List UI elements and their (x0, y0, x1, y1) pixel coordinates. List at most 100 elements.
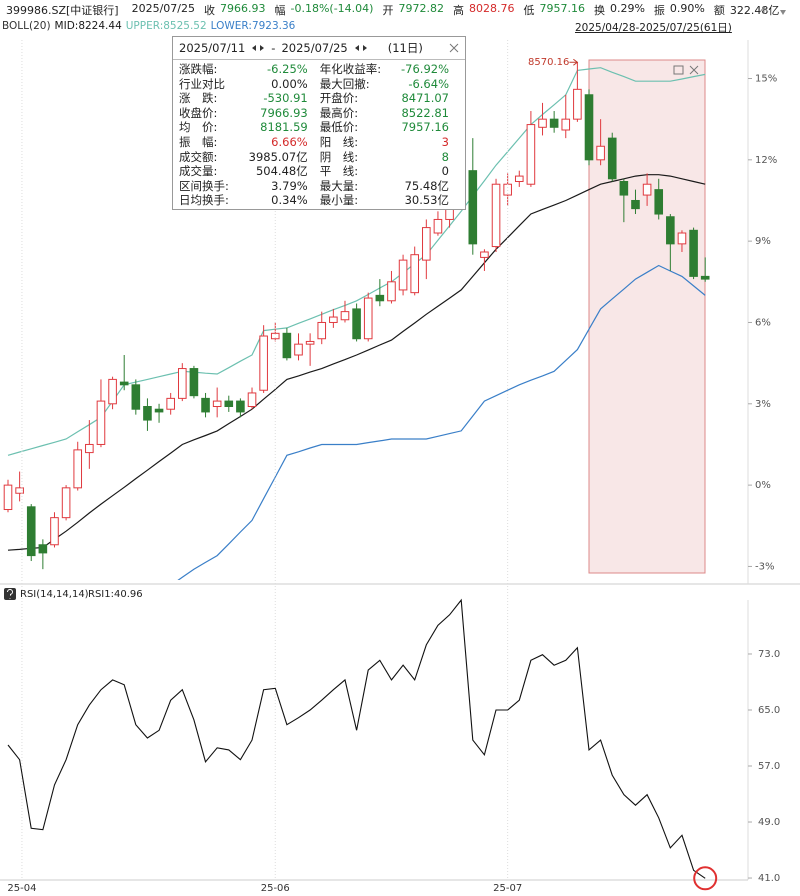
candle-body (573, 88, 582, 120)
candle-body (154, 408, 164, 413)
field-label: 低 (523, 4, 535, 17)
close-icon[interactable] (449, 43, 459, 53)
peak-label: 8570.16 (528, 57, 569, 68)
candle-body (224, 400, 234, 408)
candle-body (666, 216, 675, 245)
code: 399986.SZ[中证银行] (6, 4, 119, 17)
legend-entry: RSI1:40.96 (88, 589, 143, 600)
summary-value: 0 (441, 164, 449, 179)
y-tick-label: 12% (755, 155, 777, 166)
candle-body (689, 229, 698, 277)
summary-value: 7966.93 (260, 105, 308, 120)
plot-area (3, 62, 710, 580)
dropdown-icon[interactable] (780, 10, 786, 15)
summary-label: 年化收益率: (319, 62, 382, 76)
separator: - (271, 41, 276, 55)
step-icon[interactable] (354, 43, 368, 53)
summary-table: 涨跌幅: -6.25% 年化收益率: -76.92% 行业对比 0.00% 最大回撤: -6.… (179, 62, 461, 208)
indicator-name: RSI(14,14,14) (20, 589, 89, 600)
candle-body (538, 118, 547, 128)
summary-value: 0.00% (271, 76, 308, 91)
boll-line (177, 264, 706, 580)
summary-label: 阴 线: (319, 149, 359, 164)
y-tick-label: 6% (755, 317, 771, 328)
summary-label: 最小量: (319, 193, 359, 208)
summary-label: 成交量: (179, 164, 218, 179)
candle-body (619, 181, 629, 196)
summary-row: 涨 跌: -530.91 开盘价: 8471.07 (179, 91, 461, 106)
candle-body (96, 400, 106, 445)
summary-row: 成交额: 3985.07亿阴 线: 8 (179, 150, 461, 165)
summary-label: 涨 跌: (179, 91, 218, 106)
summary-label: 最大回撤: (319, 76, 370, 91)
candle-body (526, 124, 536, 185)
summary-label: 均 价: (179, 120, 218, 135)
y-tick-label: 49.0 (758, 817, 780, 828)
export-icon[interactable] (759, 6, 769, 14)
summary-label: 阳 线: (319, 134, 359, 149)
candle-body (189, 368, 199, 397)
summary-label: 平 线: (319, 164, 359, 179)
summary-value: 8 (441, 149, 449, 164)
x-tick-label: 25-07 (493, 883, 522, 894)
step-icon[interactable] (251, 43, 265, 53)
candle-body (422, 227, 431, 261)
field-value: 8028.76 (468, 2, 515, 15)
window-icon[interactable] (673, 65, 684, 75)
summary-title: 2025/07/11 - 2025/07/25 (11日) (173, 37, 465, 60)
summary-value: 30.53亿 (404, 193, 449, 208)
y-tick-label: 57.0 (758, 761, 780, 772)
candle-body (143, 406, 152, 421)
candle-body (50, 517, 59, 546)
legend-entry: LOWER:7923.36 (210, 20, 296, 32)
candle-body (363, 297, 373, 340)
field-value: 322.48亿 (729, 4, 780, 17)
y-tick-label: 15% (755, 73, 777, 84)
candle-body (631, 199, 640, 210)
date-range[interactable]: 2025/04/28-2025/07/25(61日) (575, 22, 732, 34)
selection[interactable] (588, 59, 706, 574)
candle-body (352, 308, 361, 340)
candle-body (108, 378, 117, 405)
candle-body (468, 170, 478, 245)
candle-body (433, 218, 443, 234)
field-label: 振 (653, 4, 665, 17)
summary-label: 收盘价: (179, 105, 218, 120)
day-count: (11日) (387, 41, 423, 55)
candle-body (700, 275, 710, 280)
candle-body (340, 311, 350, 321)
x-tick-label: 25-04 (7, 883, 36, 894)
summary-value: 3985.07亿 (248, 149, 308, 164)
legend-entry: UPPER:8525.52 (125, 20, 207, 32)
candle-body (642, 183, 652, 196)
summary-value: -530.91 (263, 91, 308, 106)
candle-body (584, 94, 594, 161)
field-label: 额 (713, 4, 725, 17)
candle-body (119, 381, 129, 386)
y-tick-label: 0% (755, 480, 771, 491)
summary-label: 日均换手: (179, 193, 229, 208)
summary-value: 8471.07 (401, 91, 449, 106)
field-value: -0.18%(-14.04) (290, 2, 374, 15)
field-value: 7966.93 (220, 2, 266, 15)
candle-body (596, 145, 605, 161)
summary-value: 3 (441, 134, 449, 149)
field-label: 幅 (274, 4, 286, 17)
end-date: 2025/07/25 (281, 41, 348, 55)
candle-body (294, 343, 303, 356)
legend-entry: MID:8224.44 (54, 20, 122, 32)
field-label: 换 (593, 4, 605, 17)
candle-body (305, 340, 315, 345)
field-value: 0.29% (609, 2, 645, 15)
summary-label: 涨跌幅: (179, 62, 218, 76)
candle-body (85, 443, 94, 454)
summary-value: -6.25% (267, 62, 308, 76)
candle-body (247, 392, 257, 408)
y-tick-label: 3% (755, 399, 771, 410)
candle-body (201, 397, 210, 413)
range-summary: 2025/07/11 - 2025/07/25 (11日) 涨跌幅: -6.25%… (172, 36, 466, 210)
candle-body (410, 254, 419, 294)
close-icon[interactable] (689, 65, 699, 75)
candle-body (259, 335, 268, 391)
